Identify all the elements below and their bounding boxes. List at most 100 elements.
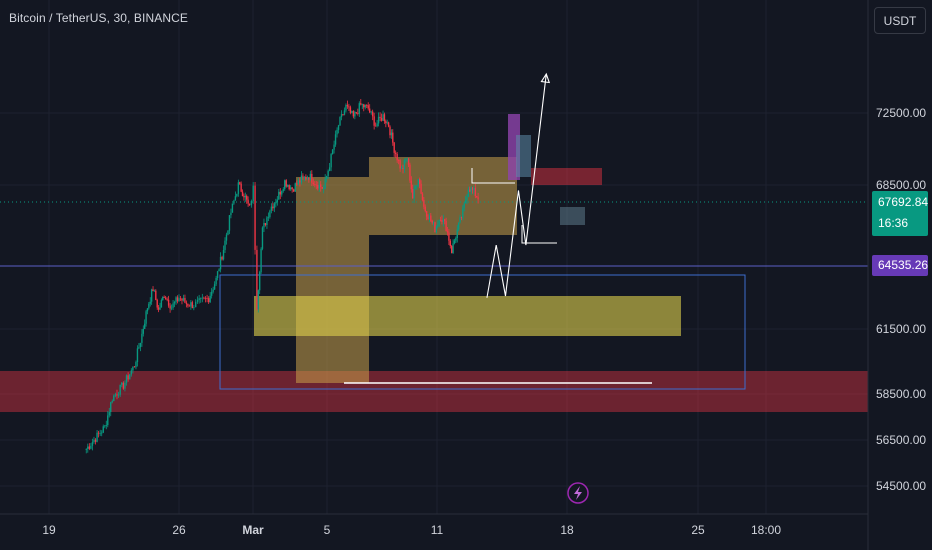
candle-body bbox=[386, 122, 388, 124]
candle-body bbox=[428, 215, 431, 220]
x-tick-label: 5 bbox=[324, 523, 331, 537]
current-price-label: 67692.84 bbox=[878, 195, 929, 209]
candle-body bbox=[87, 446, 89, 449]
candle-body bbox=[155, 290, 157, 300]
candle-body bbox=[201, 297, 204, 299]
candle-body bbox=[276, 199, 279, 203]
candle-body bbox=[272, 206, 274, 209]
candle-body bbox=[170, 307, 173, 309]
candle-body bbox=[88, 446, 91, 449]
time-scale[interactable]: 19 26 Mar 5 11 18 25 18:00 bbox=[0, 513, 868, 537]
candle-body bbox=[193, 307, 195, 309]
candle-body bbox=[184, 298, 186, 303]
candle-body bbox=[256, 249, 258, 310]
candle-body bbox=[435, 226, 438, 233]
demand-zone-red bbox=[0, 371, 868, 412]
candle-body bbox=[393, 142, 395, 153]
candle-body bbox=[420, 183, 422, 194]
candle-body bbox=[360, 103, 362, 105]
swing-low-marker-2 bbox=[521, 225, 557, 244]
candle-body bbox=[244, 195, 247, 198]
y-tick-label: 56500.00 bbox=[876, 433, 926, 447]
candle-body bbox=[182, 298, 185, 301]
candle-body bbox=[325, 176, 328, 179]
candle-body bbox=[275, 202, 277, 204]
candle-body bbox=[409, 164, 411, 181]
candle-body bbox=[317, 184, 319, 189]
candle-body bbox=[225, 234, 228, 241]
candle-body bbox=[143, 323, 146, 329]
candle-body bbox=[291, 187, 293, 190]
candle-body bbox=[257, 290, 260, 310]
candle-body bbox=[213, 284, 216, 290]
candle-body bbox=[442, 219, 445, 223]
candle-body bbox=[296, 183, 298, 185]
candle-body bbox=[474, 188, 477, 197]
candle-body bbox=[224, 240, 226, 250]
candle-body bbox=[423, 199, 425, 207]
candle-body bbox=[410, 180, 413, 190]
candle-body bbox=[424, 206, 426, 212]
candle-body bbox=[434, 222, 436, 233]
currency-button[interactable]: USDT bbox=[874, 7, 926, 34]
candle-body bbox=[248, 203, 251, 206]
chart-title: Bitcoin / TetherUS, 30, BINANCE bbox=[9, 11, 188, 25]
candle-body bbox=[162, 296, 164, 301]
candle-body bbox=[476, 196, 478, 198]
candle-body bbox=[148, 303, 150, 309]
candle-body bbox=[358, 103, 361, 114]
candle-body bbox=[114, 394, 117, 396]
candle-body bbox=[354, 112, 356, 117]
x-tick-label: 11 bbox=[431, 523, 444, 537]
candle-body bbox=[364, 104, 366, 108]
candle-body bbox=[121, 382, 123, 385]
price-scale[interactable]: 72500.00 68500.00 61500.00 58500.00 5650… bbox=[867, 0, 926, 550]
candle-body bbox=[241, 191, 244, 197]
y-tick-label: 54500.00 bbox=[876, 479, 926, 493]
candle-body bbox=[206, 298, 208, 299]
candle-body bbox=[190, 302, 192, 307]
candle-body bbox=[159, 307, 161, 310]
candle-body bbox=[216, 271, 219, 278]
candle-body bbox=[385, 121, 387, 124]
candle-body bbox=[145, 311, 147, 324]
candle-body bbox=[169, 305, 171, 309]
candle-body bbox=[210, 291, 213, 296]
candle-body bbox=[367, 105, 369, 109]
candle-body bbox=[450, 246, 453, 253]
candle-body bbox=[230, 212, 232, 216]
candle-body bbox=[243, 196, 245, 198]
candle-body bbox=[463, 203, 465, 209]
candle-body bbox=[477, 197, 479, 200]
candle-body bbox=[200, 297, 202, 299]
candle-body bbox=[438, 220, 440, 225]
y-tick-label: 58500.00 bbox=[876, 387, 926, 401]
candle-body bbox=[302, 175, 304, 177]
candle-body bbox=[194, 301, 197, 308]
candle-body bbox=[406, 158, 408, 160]
candle-body bbox=[287, 185, 289, 187]
candle-body bbox=[337, 125, 340, 130]
candle-body bbox=[392, 132, 394, 143]
candle-body bbox=[141, 333, 143, 343]
candle-body bbox=[371, 111, 374, 117]
projection-path bbox=[486, 73, 547, 298]
candle-body bbox=[146, 308, 149, 312]
candle-body bbox=[303, 176, 306, 178]
x-tick-label: 25 bbox=[691, 523, 705, 537]
candle-body bbox=[267, 217, 270, 218]
candle-body bbox=[179, 298, 182, 300]
orderblock-zone-tall bbox=[296, 177, 369, 383]
candle-body bbox=[204, 297, 207, 299]
candle-body bbox=[403, 160, 406, 170]
candle-body bbox=[132, 366, 134, 371]
candle-body bbox=[457, 222, 460, 230]
candle-body bbox=[348, 106, 350, 108]
lightning-event-icon[interactable] bbox=[567, 482, 589, 504]
candle-body bbox=[324, 178, 326, 189]
candle-body bbox=[368, 108, 371, 113]
candle-body bbox=[111, 401, 113, 403]
candle-body bbox=[380, 118, 383, 121]
candle-body bbox=[234, 196, 237, 201]
